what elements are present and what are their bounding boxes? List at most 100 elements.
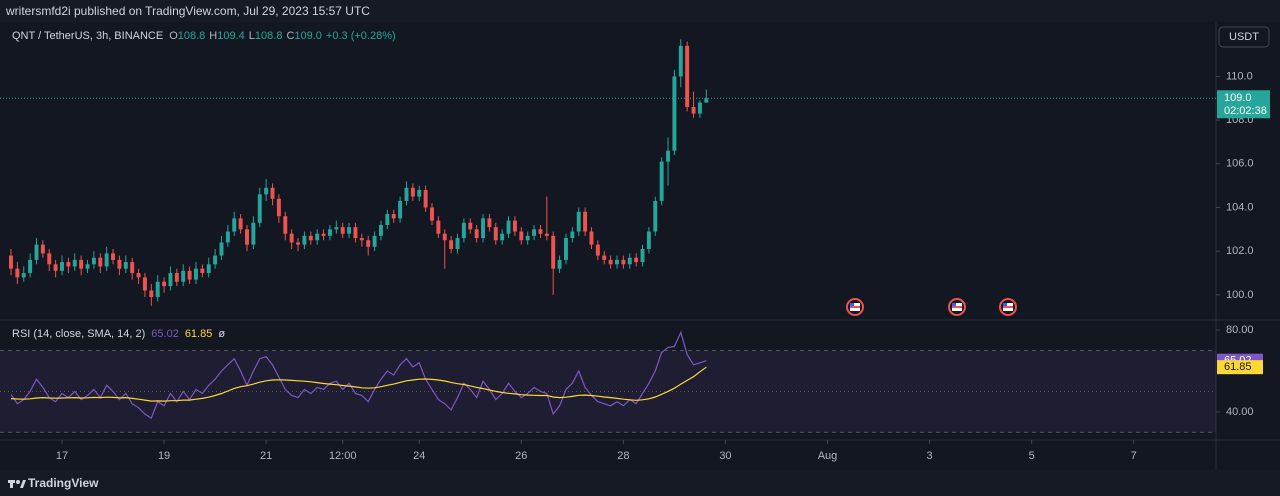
candle-body xyxy=(66,262,71,267)
candle-body xyxy=(666,150,671,162)
ohlc-key: O xyxy=(169,30,178,42)
candle-body xyxy=(544,233,549,236)
candle-body xyxy=(302,235,307,245)
last-price-box xyxy=(1217,90,1270,119)
candle-body xyxy=(117,259,122,269)
candle-body xyxy=(385,214,390,225)
x-tick-label: Aug xyxy=(818,450,838,462)
candle-body xyxy=(245,229,249,245)
candle-body xyxy=(436,220,441,234)
candle-body xyxy=(595,244,600,256)
candle-body xyxy=(646,231,651,249)
candle-body xyxy=(340,227,345,234)
candle-body xyxy=(206,264,211,274)
event-flag[interactable] xyxy=(999,298,1017,316)
candle-body xyxy=(98,257,103,267)
candle-body xyxy=(149,290,154,298)
currency-label: USDT xyxy=(1229,31,1259,43)
candle-body xyxy=(487,218,492,228)
candle-body xyxy=(270,187,275,199)
candle-body xyxy=(653,200,658,232)
y-tick-label: 110.0 xyxy=(1226,70,1253,82)
ohlc-value: 109.0 xyxy=(294,30,322,42)
candle-body xyxy=(602,255,607,260)
candle-body xyxy=(238,218,243,230)
candle-body xyxy=(474,229,479,239)
rsi-title: RSI (14, close, SMA, 14, 2) xyxy=(12,328,145,340)
candle-body xyxy=(15,268,20,278)
candle-body xyxy=(640,248,645,263)
candle-body xyxy=(691,106,696,114)
candle-body xyxy=(570,231,575,239)
countdown: 02:02:38 xyxy=(1224,105,1267,117)
candle-body xyxy=(347,227,352,234)
currency-button[interactable] xyxy=(1218,26,1270,48)
candle-body xyxy=(193,268,198,280)
candle-body xyxy=(225,231,230,243)
y-tick-label: 40.00 xyxy=(1226,406,1254,418)
candle-body xyxy=(47,253,52,265)
candle-body xyxy=(391,214,396,219)
candle-body xyxy=(519,231,524,241)
candle-body xyxy=(506,220,511,234)
candle-body xyxy=(423,190,428,208)
candle-body xyxy=(123,262,128,269)
candle-body xyxy=(410,187,415,197)
candle-body xyxy=(91,257,96,265)
ohlc-value: 109.4 xyxy=(217,30,245,42)
candle-body xyxy=(283,216,288,234)
candle-body xyxy=(276,198,281,217)
candle-body xyxy=(500,233,505,241)
candle-body xyxy=(398,200,403,219)
candle-body xyxy=(251,222,256,245)
candle-body xyxy=(72,259,77,267)
candle-body xyxy=(257,194,262,223)
candle-body xyxy=(334,227,339,230)
x-tick-label: 26 xyxy=(515,450,527,462)
candle-body xyxy=(634,257,639,263)
candle-body xyxy=(28,259,33,274)
candle-body xyxy=(162,281,167,287)
candle-body xyxy=(40,244,45,254)
x-tick-label: 28 xyxy=(617,450,629,462)
candle-body xyxy=(557,259,562,269)
candle-body xyxy=(678,45,683,77)
price-legend: QNT / TetherUS, 3h, BINANCE O108.8 H109.4 L… xyxy=(12,30,396,42)
candle-body xyxy=(672,76,677,151)
rsi-legend: RSI (14, close, SMA, 14, 2) 65.02 61.85 ø xyxy=(12,328,225,340)
event-flag[interactable] xyxy=(846,298,864,316)
x-tick-label: 24 xyxy=(413,450,425,462)
symbol-title: QNT / TetherUS, 3h, BINANCE xyxy=(12,30,163,42)
candle-body xyxy=(213,255,218,265)
x-tick-label: 12:00 xyxy=(329,450,357,462)
candle-body xyxy=(404,187,409,201)
rsi-value-label: 61.85 xyxy=(1224,361,1252,373)
candle-body xyxy=(359,238,364,241)
footer-logo xyxy=(8,480,26,488)
x-tick-label: 17 xyxy=(56,450,68,462)
candle-body xyxy=(685,45,690,107)
y-tick-label: 102.0 xyxy=(1226,245,1254,257)
candle-body xyxy=(512,220,517,232)
candle-body xyxy=(659,161,664,201)
publisher: writersmfd2i published on TradingView.co… xyxy=(5,4,370,18)
x-tick-label: 7 xyxy=(1131,450,1137,462)
candle-body xyxy=(174,273,179,282)
candle-body xyxy=(493,227,498,241)
candle-body xyxy=(378,224,383,236)
candle-body xyxy=(187,270,192,280)
candle-body xyxy=(296,242,301,245)
ohlc-key: L xyxy=(249,30,255,42)
candle-body xyxy=(615,259,619,265)
ohlc-value: 108.8 xyxy=(178,30,206,42)
candle-body xyxy=(142,277,147,291)
candle-body xyxy=(181,270,186,282)
last-price-label: 109.0 xyxy=(1224,92,1252,104)
event-flag[interactable] xyxy=(948,298,966,316)
candle-body xyxy=(442,233,447,241)
rsi-value-box xyxy=(1217,360,1263,375)
candle-body xyxy=(461,222,466,239)
candle-body xyxy=(327,229,332,236)
